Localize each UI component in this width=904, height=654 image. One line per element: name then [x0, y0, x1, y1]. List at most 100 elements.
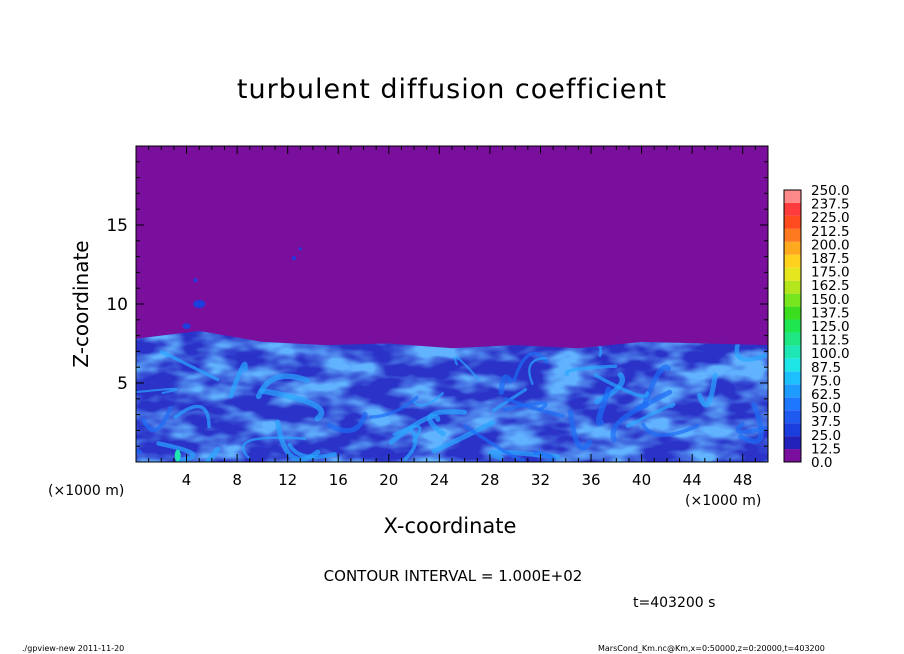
- colorbar-label: 25.0: [811, 428, 841, 444]
- colorbar-label: 62.5: [811, 387, 841, 403]
- colorbar-segment: [784, 241, 801, 255]
- x-tick-label: 32: [531, 471, 550, 489]
- eddy-streak: [463, 424, 526, 462]
- eddy-streak: [159, 349, 220, 382]
- colorbar-label: 12.5: [811, 441, 841, 457]
- eddy-streak: [502, 401, 548, 412]
- eddy-streak: [696, 372, 718, 408]
- x-tick-label: 16: [329, 471, 348, 489]
- footer-source: MarsCond_Km.nc@Km,x=0:50000,z=0:20000,t=…: [598, 644, 825, 653]
- x-tick-label: 20: [379, 471, 398, 489]
- eddy-streak: [738, 402, 764, 444]
- colorbar-segment: [784, 397, 801, 411]
- eddy-streak: [593, 373, 650, 398]
- y-tick-label: 5: [117, 374, 128, 394]
- colorbar-segment: [784, 228, 801, 242]
- colorbar-label: 0.0: [811, 455, 832, 471]
- colorbar-segment: [784, 345, 801, 359]
- colorbar-label: 212.5: [811, 224, 850, 240]
- colorbar-label: 100.0: [811, 346, 850, 362]
- colorbar-segment: [784, 410, 801, 424]
- x-tick-label: 48: [733, 471, 752, 489]
- x-axis-label: X-coordinate: [383, 514, 517, 538]
- eddy-streak: [388, 413, 441, 445]
- isolated-eddy: [193, 278, 198, 283]
- eddy-streak: [528, 357, 548, 385]
- x-tick-label: 24: [430, 471, 449, 489]
- colorbar-label: 87.5: [811, 360, 841, 376]
- eddy-streak: [454, 356, 480, 381]
- colorbar-label: 225.0: [811, 210, 850, 226]
- colorbar-segment: [784, 384, 801, 398]
- colorbar: 0.012.525.037.550.062.575.087.5100.0112.…: [783, 183, 850, 471]
- colorbar-label: 125.0: [811, 319, 850, 335]
- colorbar-label: 175.0: [811, 265, 850, 281]
- colorbar-label: 150.0: [811, 292, 850, 308]
- colorbar-label: 187.5: [811, 251, 850, 267]
- y-tick-label: 10: [106, 295, 128, 315]
- colorbar-segment: [784, 423, 801, 437]
- eddy-streak: [259, 388, 325, 422]
- eddy-streak: [136, 387, 178, 395]
- x-axis: 4 8 12 16 20 24 28 32 36 40 44 48: [148, 146, 756, 489]
- y-tick-label: 15: [106, 216, 128, 236]
- colorbar-segment: [784, 332, 801, 346]
- colorbar-label: 200.0: [811, 237, 850, 253]
- eddy-streak: [492, 388, 528, 413]
- eddy-streak: [228, 361, 248, 399]
- colorbar-label: 37.5: [811, 414, 841, 430]
- footer-program: ./gpview-new 2011-11-20: [22, 644, 125, 653]
- eddy-streak: [326, 411, 368, 434]
- isolated-eddy: [193, 300, 206, 308]
- eddy-streak: [369, 395, 419, 419]
- eddy-streak: [735, 421, 768, 434]
- isolated-eddy: [298, 247, 302, 251]
- x-unit-label-right: (×1000 m): [685, 493, 762, 509]
- colorbar-frame: [783, 189, 802, 463]
- eddy-streak: [141, 406, 173, 433]
- eddy-streak: [498, 374, 513, 395]
- colorbar-segment: [784, 306, 801, 320]
- colorbar-label: 75.0: [811, 373, 841, 389]
- colorbar-label: 250.0: [811, 183, 850, 199]
- x-tick-label: 4: [182, 471, 192, 489]
- eddy-streak: [189, 446, 221, 462]
- x-tick-label: 28: [480, 471, 499, 489]
- colorbar-segment: [784, 215, 801, 229]
- eddy-streak: [625, 402, 676, 428]
- contour-interval-text: CONTOUR INTERVAL = 1.000E+02: [323, 567, 583, 585]
- y-axis-label: Z-coordinate: [69, 240, 93, 368]
- isolated-eddy: [182, 323, 191, 330]
- colorbar-segment: [784, 436, 801, 450]
- eddy-streak: [610, 402, 649, 443]
- eddy-streak: [431, 420, 496, 454]
- eddy-streak: [564, 364, 618, 377]
- eddy-streak: [403, 427, 418, 461]
- y-axis: 5 10 15: [106, 161, 768, 447]
- eddy-streak: [255, 373, 310, 400]
- colorbar-segment: [784, 202, 801, 216]
- colorbar-label: 112.5: [811, 333, 850, 349]
- colorbar-label: 137.5: [811, 305, 850, 321]
- colorbar-segment: [784, 358, 801, 372]
- x-tick-label: 44: [683, 471, 702, 489]
- max-value-spot: [174, 449, 181, 462]
- chart-title: turbulent diffusion coefficient: [236, 74, 668, 105]
- eddy-streak: [595, 386, 612, 427]
- eddy-streak: [504, 397, 565, 418]
- colorbar-segment: [784, 254, 801, 268]
- eddy-streak: [567, 409, 593, 451]
- time-stamp: t=403200 s: [633, 595, 716, 611]
- eddy-streak: [241, 436, 307, 459]
- colorbar-label: 237.5: [811, 197, 850, 213]
- x-tick-label: 12: [278, 471, 297, 489]
- turbulent-layer: [136, 330, 768, 462]
- x-tick-label: 8: [232, 471, 242, 489]
- colorbar-label: 162.5: [811, 278, 850, 294]
- isolated-eddy: [292, 256, 296, 261]
- eddy-streak: [413, 392, 444, 407]
- colorbar-segment: [784, 319, 801, 333]
- colorbar-segment: [784, 449, 801, 462]
- colorbar-segment: [784, 280, 801, 294]
